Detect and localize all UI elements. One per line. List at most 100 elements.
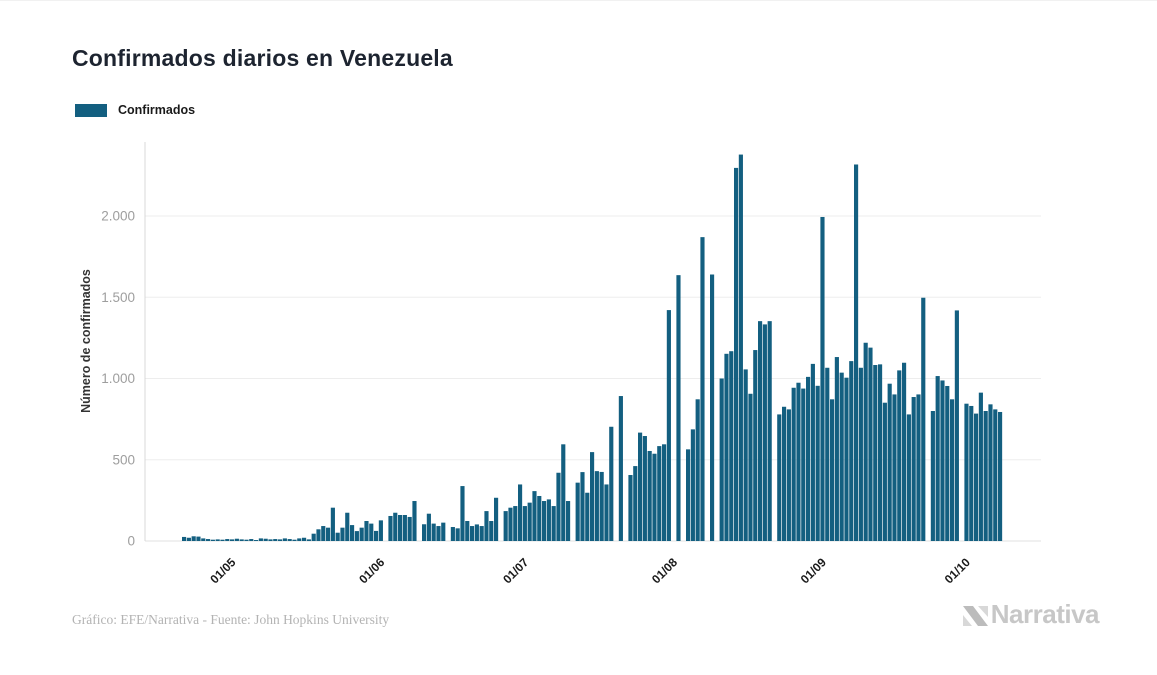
bar[interactable] (494, 497, 499, 541)
bar[interactable] (882, 402, 887, 541)
bar[interactable] (988, 404, 993, 541)
bar[interactable] (858, 367, 863, 541)
bar[interactable] (998, 411, 1003, 542)
bar[interactable] (330, 507, 335, 541)
bar[interactable] (974, 413, 979, 541)
bar[interactable] (796, 382, 801, 542)
bar[interactable] (724, 353, 729, 541)
bar[interactable] (748, 393, 753, 541)
bar[interactable] (902, 362, 907, 541)
bar[interactable] (820, 216, 825, 541)
bar[interactable] (662, 444, 667, 541)
bar[interactable] (954, 310, 959, 541)
bar[interactable] (210, 539, 215, 541)
bar[interactable] (378, 520, 383, 541)
bar[interactable] (364, 521, 369, 541)
bar[interactable] (489, 521, 494, 541)
bar[interactable] (297, 538, 302, 541)
bar[interactable] (484, 511, 489, 541)
bar[interactable] (738, 154, 743, 541)
bar[interactable] (244, 539, 249, 541)
bar[interactable] (642, 436, 647, 541)
bar[interactable] (911, 397, 916, 541)
bar[interactable] (316, 529, 321, 541)
bar[interactable] (834, 357, 839, 541)
bar[interactable] (474, 524, 479, 541)
bar[interactable] (609, 426, 614, 541)
bar[interactable] (767, 321, 772, 541)
bar[interactable] (863, 342, 868, 541)
bar[interactable] (345, 512, 350, 542)
bar[interactable] (402, 515, 407, 541)
bar[interactable] (710, 274, 715, 542)
bar[interactable] (983, 411, 988, 541)
bar[interactable] (969, 405, 974, 541)
bar[interactable] (729, 351, 734, 541)
bar[interactable] (254, 540, 259, 541)
bar[interactable] (407, 516, 412, 541)
bar[interactable] (887, 383, 892, 541)
bar[interactable] (940, 380, 945, 541)
bar[interactable] (215, 539, 220, 542)
bar[interactable] (777, 414, 782, 541)
bar[interactable] (513, 506, 518, 541)
bar[interactable] (868, 347, 873, 542)
bar[interactable] (916, 394, 921, 541)
bar[interactable] (359, 527, 364, 541)
bar[interactable] (935, 376, 940, 541)
bar[interactable] (892, 394, 897, 541)
bar[interactable] (191, 536, 196, 541)
bar[interactable] (220, 539, 225, 541)
bar[interactable] (921, 297, 926, 541)
bar[interactable] (652, 453, 657, 541)
bar[interactable] (546, 499, 551, 541)
bar[interactable] (201, 538, 206, 541)
bar[interactable] (743, 369, 748, 541)
bar[interactable] (566, 501, 571, 541)
bar[interactable] (393, 512, 398, 542)
bar[interactable] (350, 525, 355, 542)
bar[interactable] (527, 502, 532, 541)
bar[interactable] (354, 531, 359, 541)
bar[interactable] (825, 367, 830, 541)
legend[interactable]: Confirmados (75, 103, 195, 117)
bar[interactable] (532, 491, 537, 541)
bar[interactable] (657, 446, 662, 541)
bar[interactable] (470, 526, 475, 541)
bar[interactable] (561, 444, 566, 541)
bar[interactable] (844, 377, 849, 541)
bar[interactable] (542, 501, 547, 541)
bar[interactable] (964, 403, 969, 541)
bar[interactable] (503, 511, 508, 541)
bar[interactable] (993, 409, 998, 542)
bar[interactable] (590, 452, 595, 541)
bar[interactable] (537, 495, 542, 541)
bar[interactable] (311, 533, 316, 541)
bar[interactable] (422, 524, 427, 541)
bar[interactable] (647, 450, 652, 542)
bar[interactable] (450, 527, 455, 541)
bar[interactable] (806, 376, 811, 542)
bar[interactable] (412, 501, 417, 541)
bar[interactable] (753, 350, 758, 541)
bar[interactable] (426, 513, 431, 541)
bar[interactable] (306, 539, 311, 542)
bar[interactable] (340, 527, 345, 541)
bar[interactable] (801, 388, 806, 541)
bar[interactable] (230, 539, 235, 542)
bar[interactable] (249, 539, 254, 541)
bar[interactable] (839, 372, 844, 541)
bar[interactable] (906, 414, 911, 541)
bar[interactable] (292, 539, 297, 541)
bar[interactable] (263, 538, 268, 541)
bar[interactable] (398, 515, 403, 541)
bar[interactable] (762, 324, 767, 541)
bar[interactable] (369, 523, 374, 541)
bar[interactable] (815, 385, 820, 541)
bar[interactable] (196, 536, 201, 541)
bar[interactable] (690, 429, 695, 541)
bar[interactable] (873, 365, 878, 541)
bar[interactable] (374, 530, 379, 541)
bar[interactable] (618, 396, 623, 541)
bar[interactable] (830, 399, 835, 541)
